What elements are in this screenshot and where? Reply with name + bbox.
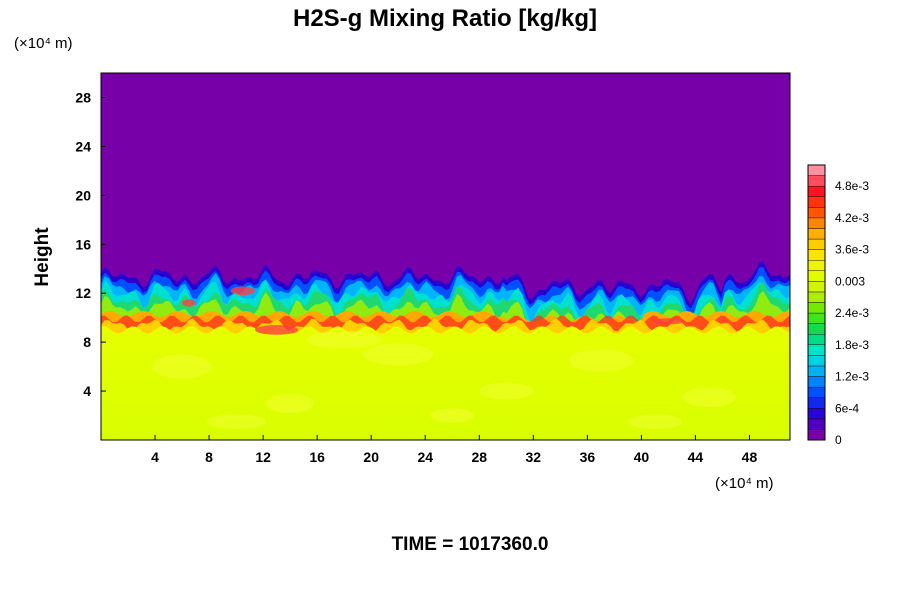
y-tick-label: 16 xyxy=(75,236,91,252)
colorbar-bin xyxy=(807,344,826,356)
colorbar-bin xyxy=(807,355,826,367)
field-patch xyxy=(306,331,383,349)
field-patch xyxy=(430,408,474,423)
y-tick-label: 24 xyxy=(75,138,91,154)
field-patch xyxy=(265,393,315,414)
x-tick-label: 28 xyxy=(471,449,487,465)
x-unit-label: (×10⁴ m) xyxy=(715,475,774,492)
field-patch xyxy=(681,387,736,407)
field-patch xyxy=(206,414,266,429)
x-tick-label: 16 xyxy=(309,449,325,465)
colorbar-bin xyxy=(807,228,826,240)
lower-layer xyxy=(101,326,790,440)
x-tick-label: 36 xyxy=(580,449,596,465)
colorbar-tick-label: 4.2e-3 xyxy=(835,211,869,225)
field-patch xyxy=(479,382,534,400)
field-patch xyxy=(568,349,634,372)
colorbar-bin xyxy=(807,323,826,335)
colorbar-bin xyxy=(807,175,826,187)
colorbar-bin xyxy=(807,185,826,197)
colorbar-bin xyxy=(807,302,826,314)
field-hotspot xyxy=(230,286,256,296)
plot-frame xyxy=(100,72,791,441)
y-axis-label: Height xyxy=(32,227,53,287)
x-tick-label: 32 xyxy=(526,449,542,465)
colorbar-bin xyxy=(807,418,826,430)
colorbar-bin xyxy=(807,291,826,303)
colorbar-bin xyxy=(807,386,826,398)
colorbar-bin xyxy=(807,196,826,208)
time-label: TIME = 1017360.0 xyxy=(392,534,549,555)
field-hotspot xyxy=(652,318,685,325)
x-tick-label: 48 xyxy=(742,449,758,465)
colorbar-bin xyxy=(807,429,826,441)
colorbar-tick-label: 3.6e-3 xyxy=(835,243,869,257)
y-axis: 4 8 12 16 20 24 28 xyxy=(75,89,106,399)
x-tick-label: 44 xyxy=(688,449,704,465)
colorbar-bin xyxy=(807,259,826,271)
colorbar-bin xyxy=(807,217,826,229)
field-patch xyxy=(152,354,212,379)
colorbar: 0 6e-4 1.2e-3 1.8e-3 2.4e-3 0.003 3.6e-3 4.2e-3… xyxy=(807,164,869,447)
colorbar-bin xyxy=(807,397,826,409)
y-tick-label: 20 xyxy=(75,187,91,203)
y-unit-label: (×10⁴ m) xyxy=(14,35,73,52)
field-patch xyxy=(363,343,434,366)
colorbar-tick-label: 6e-4 xyxy=(835,401,859,415)
chart-title: H2S-g Mixing Ratio [kg/kg] xyxy=(293,5,597,32)
colorbar-frame xyxy=(807,164,826,441)
y-tick-label: 4 xyxy=(83,383,91,399)
colorbar-bin xyxy=(807,365,826,377)
colorbar-bin xyxy=(807,249,826,261)
x-tick-label: 12 xyxy=(255,449,271,465)
colorbar-bin xyxy=(807,207,826,219)
field-hotspot xyxy=(255,325,299,335)
field-hotspot xyxy=(182,299,196,307)
colorbar-bin xyxy=(807,376,826,388)
x-tick-label: 40 xyxy=(634,449,650,465)
x-tick-label: 4 xyxy=(151,449,159,465)
colorbar-tick-label: 4.8e-3 xyxy=(835,179,869,193)
colorbar-bin xyxy=(807,312,826,324)
colorbar-tick-label: 0.003 xyxy=(835,274,865,288)
x-tick-label: 8 xyxy=(205,449,213,465)
colorbar-bin xyxy=(807,270,826,282)
colorbar-bin xyxy=(807,408,826,420)
colorbar-bin xyxy=(807,281,826,293)
colorbar-bin xyxy=(807,238,826,250)
colorbar-tick-label: 2.4e-3 xyxy=(835,306,869,320)
y-tick-label: 12 xyxy=(75,285,91,301)
y-tick-label: 8 xyxy=(83,334,91,350)
colorbar-bin xyxy=(807,334,826,346)
y-tick-label: 28 xyxy=(75,89,91,105)
plot-area xyxy=(101,73,790,440)
colorbar-tick-label: 1.8e-3 xyxy=(835,338,869,352)
colorbar-tick-label: 0 xyxy=(835,433,842,447)
colorbar-tick-label: 1.2e-3 xyxy=(835,370,869,384)
x-axis: 4 8 12 16 20 24 28 32 36 40 44 48 xyxy=(151,435,757,465)
x-tick-label: 24 xyxy=(417,449,433,465)
x-tick-label: 20 xyxy=(363,449,379,465)
field-patch xyxy=(627,414,682,429)
colorbar-bin xyxy=(807,164,826,176)
